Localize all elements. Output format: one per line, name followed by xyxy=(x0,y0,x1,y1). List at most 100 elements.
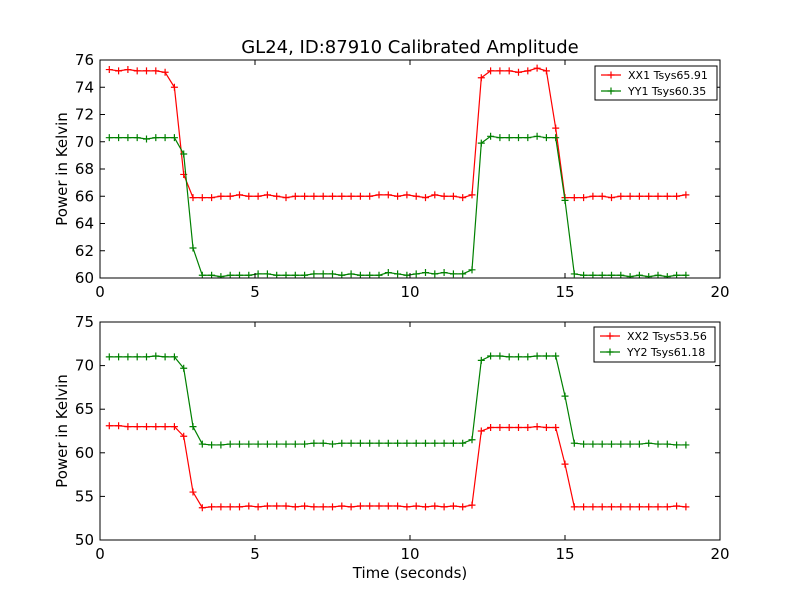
data-point xyxy=(487,132,495,140)
series-2-group xyxy=(105,132,690,278)
series-1-group xyxy=(105,64,690,202)
data-point xyxy=(170,134,178,142)
data-point xyxy=(524,67,532,75)
y-tick-label: 60 xyxy=(75,444,94,462)
data-point xyxy=(217,192,225,200)
data-point xyxy=(245,502,253,510)
data-point xyxy=(273,440,281,448)
series-line xyxy=(109,425,686,509)
series-2-group xyxy=(105,352,690,449)
data-point xyxy=(180,150,188,158)
data-point xyxy=(477,139,485,147)
data-point xyxy=(384,439,392,447)
data-point xyxy=(654,503,662,511)
data-point xyxy=(468,436,476,444)
data-point xyxy=(124,134,132,142)
data-point xyxy=(635,503,643,511)
data-point xyxy=(477,74,485,82)
y-tick-label: 70 xyxy=(75,133,94,151)
x-tick-label: 15 xyxy=(555,283,574,301)
data-point xyxy=(459,270,467,278)
data-point xyxy=(133,134,141,142)
data-point xyxy=(356,502,364,510)
data-point xyxy=(319,439,327,447)
data-point xyxy=(561,392,569,400)
data-point xyxy=(654,440,662,448)
data-point xyxy=(589,440,597,448)
data-point xyxy=(301,192,309,200)
data-point xyxy=(440,503,448,511)
data-point xyxy=(552,424,560,432)
series-1-group xyxy=(105,422,690,512)
data-point xyxy=(375,502,383,510)
subplot-1: 0 5 10 15 20 60 62 64 66 68 70 72 74 76 Power in Kelvi… xyxy=(53,51,730,301)
data-point xyxy=(431,439,439,447)
data-point xyxy=(533,423,541,431)
data-point xyxy=(487,352,495,360)
data-point xyxy=(208,441,216,449)
data-point xyxy=(347,192,355,200)
data-point xyxy=(561,460,569,468)
data-point xyxy=(273,502,281,510)
y-axis-label: Power in Kelvin xyxy=(53,374,71,488)
data-point xyxy=(347,439,355,447)
data-point xyxy=(394,439,402,447)
data-point xyxy=(515,424,522,432)
x-tick-label: 10 xyxy=(400,545,419,563)
data-point xyxy=(431,191,439,199)
data-point xyxy=(329,440,336,448)
data-point xyxy=(663,192,671,200)
data-point xyxy=(217,503,225,511)
x-tick-label: 15 xyxy=(555,545,574,563)
data-point xyxy=(580,440,588,448)
data-point xyxy=(496,134,504,142)
data-point xyxy=(663,503,671,511)
data-point xyxy=(152,67,160,75)
data-point xyxy=(570,503,578,511)
data-point xyxy=(422,439,429,447)
y-tick-label: 55 xyxy=(75,487,94,505)
data-point xyxy=(198,440,206,448)
data-point xyxy=(496,67,504,75)
subplot-2: 0 5 10 15 20 50 55 60 65 70 75 Power in Kelvin Time … xyxy=(53,313,730,582)
data-point xyxy=(143,353,150,361)
data-point xyxy=(468,191,476,199)
data-point xyxy=(291,503,299,511)
data-point xyxy=(682,191,690,199)
data-point xyxy=(133,353,141,361)
data-point xyxy=(152,352,160,360)
y-tick-label: 75 xyxy=(75,313,94,331)
data-point xyxy=(189,194,197,202)
data-point xyxy=(645,273,653,278)
data-point xyxy=(533,132,541,140)
data-point xyxy=(505,67,513,75)
data-point xyxy=(505,424,513,432)
data-point xyxy=(301,502,309,510)
data-point xyxy=(496,352,504,360)
data-point xyxy=(124,423,132,431)
data-point xyxy=(180,364,188,372)
data-point xyxy=(542,134,550,142)
data-point xyxy=(589,192,597,200)
data-point xyxy=(477,427,485,435)
data-point xyxy=(403,191,411,199)
data-point xyxy=(608,194,615,202)
data-point xyxy=(291,192,299,200)
legend: XX1 Tsys65.91 YY1 Tsys60.35 xyxy=(594,65,718,101)
series-line xyxy=(109,135,686,278)
data-point xyxy=(115,353,123,361)
y-tick-label: 68 xyxy=(75,160,94,178)
data-point xyxy=(115,67,123,75)
data-point xyxy=(403,503,411,511)
legend-label: YY2 Tsys61.18 xyxy=(626,346,705,359)
data-point xyxy=(487,67,495,75)
data-point xyxy=(226,192,234,200)
data-point xyxy=(329,270,336,278)
data-point xyxy=(208,194,216,202)
data-point xyxy=(626,192,634,200)
data-point xyxy=(617,440,625,448)
data-point xyxy=(366,192,374,200)
data-point xyxy=(673,192,681,200)
data-point xyxy=(143,67,150,75)
data-point xyxy=(542,424,550,432)
